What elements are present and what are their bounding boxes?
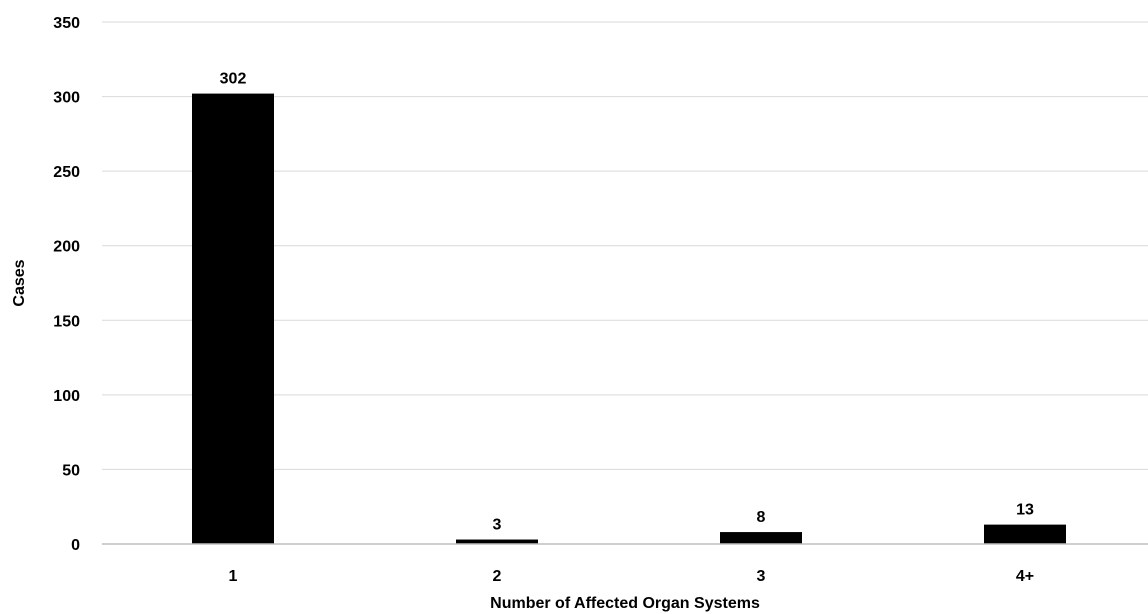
- y-tick-label: 100: [53, 388, 80, 405]
- gridlines: [102, 21, 1148, 470]
- y-axis-tick-labels: 0 50 100 150 200 250 300 350: [53, 15, 80, 554]
- y-tick-label: 300: [53, 90, 80, 107]
- bar-2: [456, 539, 538, 544]
- x-tick-label: 4+: [1016, 568, 1034, 585]
- data-labels: 302 3 8 13: [220, 71, 1034, 534]
- x-tick-label: 2: [493, 568, 502, 585]
- bar-1: [192, 93, 274, 545]
- y-tick-label: 350: [53, 15, 80, 32]
- bar-4plus: [984, 524, 1066, 544]
- data-label: 8: [757, 509, 766, 526]
- data-label: 13: [1016, 502, 1034, 519]
- x-tick-label: 3: [757, 568, 766, 585]
- y-tick-label: 250: [53, 164, 80, 181]
- y-tick-label: 50: [62, 462, 80, 479]
- y-tick-label: 200: [53, 239, 80, 256]
- x-axis-title: Number of Affected Organ Systems: [490, 595, 760, 612]
- y-tick-label: 0: [71, 537, 80, 554]
- x-tick-label: 1: [229, 568, 238, 585]
- bar-3: [720, 532, 802, 544]
- data-label: 3: [493, 517, 502, 534]
- bars: [192, 93, 1066, 545]
- data-label: 302: [220, 71, 247, 88]
- y-axis-title: Cases: [11, 259, 28, 306]
- y-tick-label: 150: [53, 313, 80, 330]
- x-axis-tick-labels: 1 2 3 4+: [229, 568, 1035, 585]
